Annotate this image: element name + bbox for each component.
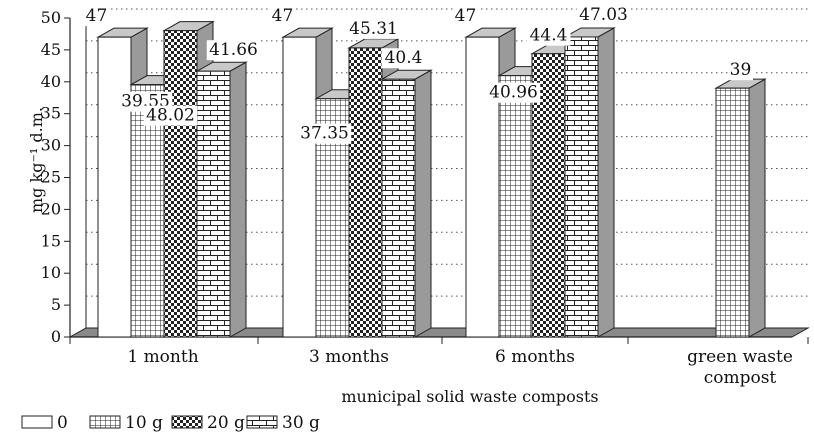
data-label-bg — [297, 123, 352, 144]
legend-item: 10 g — [89, 413, 163, 433]
legend-label: 20 g — [207, 413, 245, 433]
data-label-text: 41.66 — [209, 40, 258, 60]
bar-front-face — [564, 36, 599, 338]
data-label-text: 47 — [272, 6, 294, 26]
y-tick-label: 35 — [41, 104, 61, 123]
bar-front-face — [348, 47, 383, 338]
bar-side-face — [229, 61, 247, 338]
y-tick-label: 50 — [41, 8, 61, 27]
data-label: 40.96 — [486, 82, 541, 103]
data-label: 48.02 — [143, 105, 198, 126]
data-label-text: 40.4 — [385, 48, 423, 68]
bar — [714, 78, 767, 338]
bar-front-face — [715, 87, 750, 338]
data-label: 44.4 — [526, 25, 571, 46]
data-label: 40.4 — [381, 48, 426, 69]
legend-swatch — [171, 415, 203, 429]
bar-front-face — [196, 70, 231, 338]
data-label-bg — [346, 18, 401, 39]
bar-front-face — [381, 78, 416, 338]
legend-label: 10 g — [125, 413, 163, 433]
legend-item: 0 — [21, 413, 68, 433]
data-label-text: 37.35 — [300, 124, 349, 144]
data-label-bg — [486, 82, 541, 103]
y-tick-label: 45 — [41, 40, 61, 59]
data-label-bg — [453, 6, 478, 27]
legend-label: 30 g — [282, 413, 320, 433]
y-tick-label: 10 — [41, 263, 61, 282]
data-label: 47 — [453, 6, 478, 27]
data-label: 45.31 — [346, 18, 401, 39]
bar-front-face — [97, 36, 132, 338]
data-label: 39 — [728, 60, 753, 81]
y-tick-label: 30 — [41, 136, 61, 155]
y-axis-title: mg kg⁻¹ d.m. — [27, 107, 46, 213]
data-label: 47.03 — [576, 4, 631, 25]
bar-side-face — [748, 78, 766, 338]
data-label-bg — [526, 25, 571, 46]
data-label-text: 47 — [86, 6, 108, 26]
category-label: green waste — [687, 347, 793, 367]
bar-side-face — [597, 27, 615, 338]
data-label-bg — [381, 48, 426, 69]
data-label-bg — [728, 60, 753, 81]
data-label-text: 44.4 — [530, 26, 568, 46]
bar-front-face — [163, 30, 198, 338]
y-tick-label: 5 — [51, 295, 61, 314]
y-tick-label: 25 — [41, 168, 61, 187]
bar — [380, 69, 433, 338]
data-label: 37.35 — [297, 123, 352, 144]
data-label-bg — [270, 6, 295, 27]
bar — [195, 61, 248, 338]
data-label: 47 — [270, 6, 295, 27]
y-tick-label: 20 — [41, 199, 61, 218]
y-tick-label: 0 — [51, 327, 61, 346]
data-label-text: 47.03 — [579, 5, 628, 25]
legend: 0 10 g 20 g 30 g — [21, 413, 320, 433]
category-label: 3 months — [309, 347, 389, 367]
y-tick-label: 40 — [41, 72, 61, 91]
data-label-bg — [576, 4, 631, 25]
bar-front-face — [498, 75, 533, 338]
bar — [563, 27, 616, 338]
legend-swatch — [246, 415, 278, 429]
data-label-text: 48.02 — [146, 106, 195, 126]
data-label-text: 45.31 — [349, 19, 398, 39]
legend-item: 30 g — [246, 413, 320, 433]
y-tick-labels: 0 5 10 15 20 25 30 35 40 45 50 — [41, 8, 61, 346]
category-label: 6 months — [495, 347, 575, 367]
data-label-text: 40.96 — [489, 83, 538, 103]
legend-item: 20 g — [171, 413, 245, 433]
bar-side-face — [414, 69, 432, 338]
legend-swatch — [21, 415, 53, 429]
data-label: 41.66 — [206, 40, 261, 61]
bar-front-face — [130, 84, 165, 338]
data-label-bg — [84, 6, 109, 27]
y-tick-label: 15 — [41, 231, 61, 250]
bars — [96, 20, 767, 338]
legend-label: 0 — [57, 413, 68, 433]
category-label: compost — [704, 368, 777, 388]
data-label-text: 47 — [455, 6, 477, 26]
data-label-text: 39 — [730, 60, 752, 80]
category-label: 1 month — [127, 347, 198, 367]
data-label-bg — [143, 105, 198, 126]
bar-front-face — [282, 36, 317, 338]
data-label-bg — [206, 40, 261, 61]
data-label: 47 — [84, 6, 109, 27]
legend-swatch — [89, 415, 121, 429]
category-labels: 1 month 3 months 6 months green wastecompos… — [127, 347, 793, 388]
x-axis-title: municipal solid waste composts — [341, 387, 598, 406]
